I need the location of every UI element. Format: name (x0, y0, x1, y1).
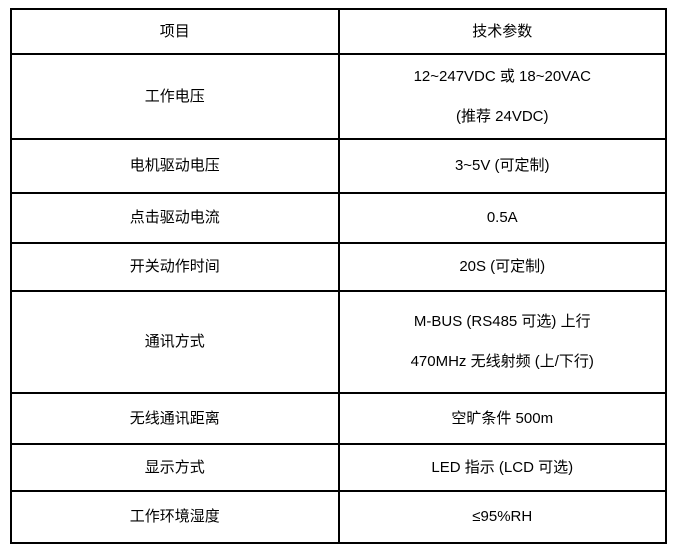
header-cell-params: 技术参数 (337, 8, 667, 55)
table-row: 通讯方式 M-BUS (RS485 可选) 上行 470MHz 无线射频 (上/下… (10, 290, 667, 394)
table-row: 工作环境湿度 ≤95%RH (10, 490, 667, 544)
table-row: 点击驱动电流 0.5A (10, 192, 667, 244)
spec-table: 项目 技术参数 工作电压 12~247VDC 或 18~20VAC (推荐 24V… (10, 8, 667, 544)
item-cell: 开关动作时间 (10, 242, 340, 292)
item-cell: 电机驱动电压 (10, 138, 340, 194)
item-cell: 工作环境湿度 (10, 490, 340, 544)
param-cell: LED 指示 (LCD 可选) (337, 443, 667, 492)
spec-table-head: 项目 技术参数 (10, 8, 667, 55)
table-row: 电机驱动电压 3~5V (可定制) (10, 138, 667, 194)
header-cell-item: 项目 (10, 8, 340, 55)
item-cell: 通讯方式 (10, 290, 340, 394)
param-cell: 3~5V (可定制) (337, 138, 667, 194)
spec-table-body: 工作电压 12~247VDC 或 18~20VAC (推荐 24VDC) 电机驱动电… (10, 53, 667, 544)
table-row: 无线通讯距离 空旷条件 500m (10, 392, 667, 445)
header-row: 项目 技术参数 (10, 8, 667, 55)
param-cell: 空旷条件 500m (337, 392, 667, 445)
param-cell: 20S (可定制) (337, 242, 667, 292)
param-cell: ≤95%RH (337, 490, 667, 544)
item-cell: 点击驱动电流 (10, 192, 340, 244)
table-row: 工作电压 12~247VDC 或 18~20VAC (推荐 24VDC) (10, 53, 667, 140)
param-cell: 12~247VDC 或 18~20VAC (推荐 24VDC) (337, 53, 667, 140)
table-row: 开关动作时间 20S (可定制) (10, 242, 667, 292)
item-cell: 显示方式 (10, 443, 340, 492)
table-row: 显示方式 LED 指示 (LCD 可选) (10, 443, 667, 492)
param-cell: 0.5A (337, 192, 667, 244)
param-cell: M-BUS (RS485 可选) 上行 470MHz 无线射频 (上/下行) (337, 290, 667, 394)
item-cell: 工作电压 (10, 53, 340, 140)
item-cell: 无线通讯距离 (10, 392, 340, 445)
